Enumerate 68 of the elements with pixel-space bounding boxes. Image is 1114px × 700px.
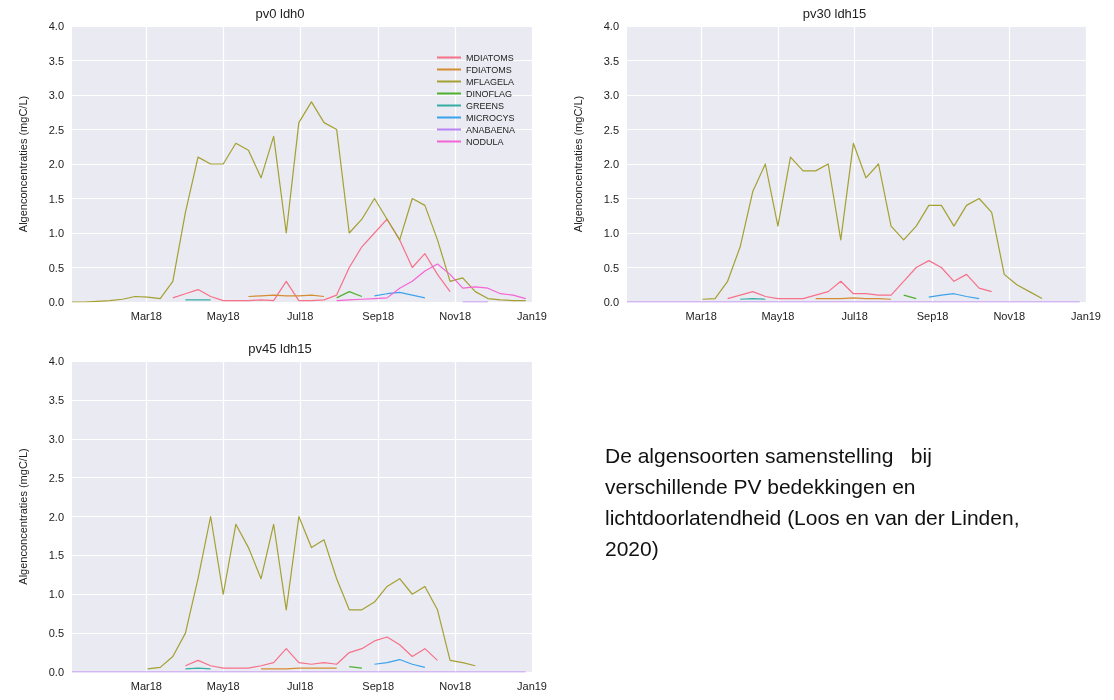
legend-label: GREENS <box>465 100 504 111</box>
line-series <box>336 263 527 302</box>
y-axis-title: Algenconcentraties (mgC/L) <box>571 95 584 233</box>
x-tick-label: May18 <box>761 309 795 322</box>
x-tick-label: May18 <box>206 309 240 322</box>
y-tick-label: 0.0 <box>48 296 64 308</box>
chart-title: pv45 ldh15 <box>248 341 312 356</box>
chart-title: pv30 ldh15 <box>802 6 867 21</box>
legend-label: FDIATOMS <box>465 64 512 75</box>
x-tick-label: May18 <box>206 679 240 692</box>
x-tick-label: Jan19 <box>517 679 547 692</box>
y-axis-title: Algenconcentraties (mgC/L) <box>16 95 29 233</box>
line-series <box>184 636 439 669</box>
y-tick-label: 1.0 <box>603 227 619 239</box>
y-tick-label: 4.0 <box>48 355 64 367</box>
y-tick-label: 3.0 <box>48 89 64 101</box>
y-tick-label: 2.5 <box>603 123 619 136</box>
x-tick-label: Jan19 <box>1071 309 1101 322</box>
y-tick-label: 0.5 <box>48 627 64 640</box>
x-tick-label: Nov18 <box>993 309 1026 322</box>
y-tick-label: 1.5 <box>48 549 64 562</box>
line-series <box>727 260 993 300</box>
y-tick-label: 2.5 <box>48 471 64 484</box>
y-tick-label: 0.5 <box>603 261 619 274</box>
legend-label: MFLAGELA <box>465 76 514 87</box>
line-series <box>373 658 426 668</box>
x-tick-label: Sep18 <box>362 679 395 692</box>
x-tick-label: Nov18 <box>439 309 472 322</box>
text: De algensoorten samenstelling bij verschillende PV bedekkingen en lichtdoorlatendheid (Loos en van der Linden, 2020) <box>605 443 1021 562</box>
chart-title: pv0 ldh0 <box>255 6 305 21</box>
line-series <box>71 101 527 303</box>
x-tick-label: Nov18 <box>439 679 472 692</box>
line-series <box>147 515 476 670</box>
y-tick-label: 0.5 <box>48 261 64 274</box>
x-tick-label: Mar18 <box>130 309 162 322</box>
y-tick-label: 1.0 <box>48 227 64 239</box>
x-tick-label: Jan19 <box>517 309 547 322</box>
legend-label: MDIATOMS <box>465 52 514 63</box>
y-tick-label: 1.0 <box>48 588 64 601</box>
y-tick-label: 3.5 <box>603 54 619 67</box>
y-tick-label: 4.0 <box>48 20 64 32</box>
x-tick-label: Jul18 <box>286 679 314 692</box>
x-tick-label: Jul18 <box>286 309 314 322</box>
x-tick-label: Jul18 <box>841 309 868 322</box>
line-series <box>701 142 1043 300</box>
y-tick-label: 0.0 <box>48 666 64 678</box>
y-tick-label: 4.0 <box>603 20 619 32</box>
y-tick-label: 2.0 <box>603 158 619 170</box>
y-tick-label: 2.0 <box>48 158 64 170</box>
y-tick-label: 2.5 <box>48 123 64 136</box>
legend-label: NODULA <box>465 136 504 147</box>
y-tick-label: 2.0 <box>48 510 64 523</box>
y-tick-label: 3.0 <box>603 89 619 101</box>
x-tick-label: Mar18 <box>130 679 162 692</box>
line-series <box>172 218 451 302</box>
y-tick-label: 0.0 <box>603 296 619 308</box>
y-tick-label: 3.0 <box>48 432 64 445</box>
y-tick-label: 3.5 <box>48 393 64 406</box>
legend-label: ANABAENA <box>465 124 516 135</box>
x-tick-label: Mar18 <box>685 309 717 322</box>
legend-label: MICROCYS <box>465 112 515 123</box>
y-tick-label: 3.5 <box>48 54 64 67</box>
x-tick-label: Sep18 <box>916 309 949 322</box>
legend-label: DINOFLAG <box>465 88 512 99</box>
y-tick-label: 1.5 <box>603 192 619 205</box>
y-axis-title: Algenconcentraties (mgC/L) <box>16 448 29 585</box>
x-tick-label: Sep18 <box>362 309 395 322</box>
y-tick-label: 1.5 <box>48 192 64 205</box>
